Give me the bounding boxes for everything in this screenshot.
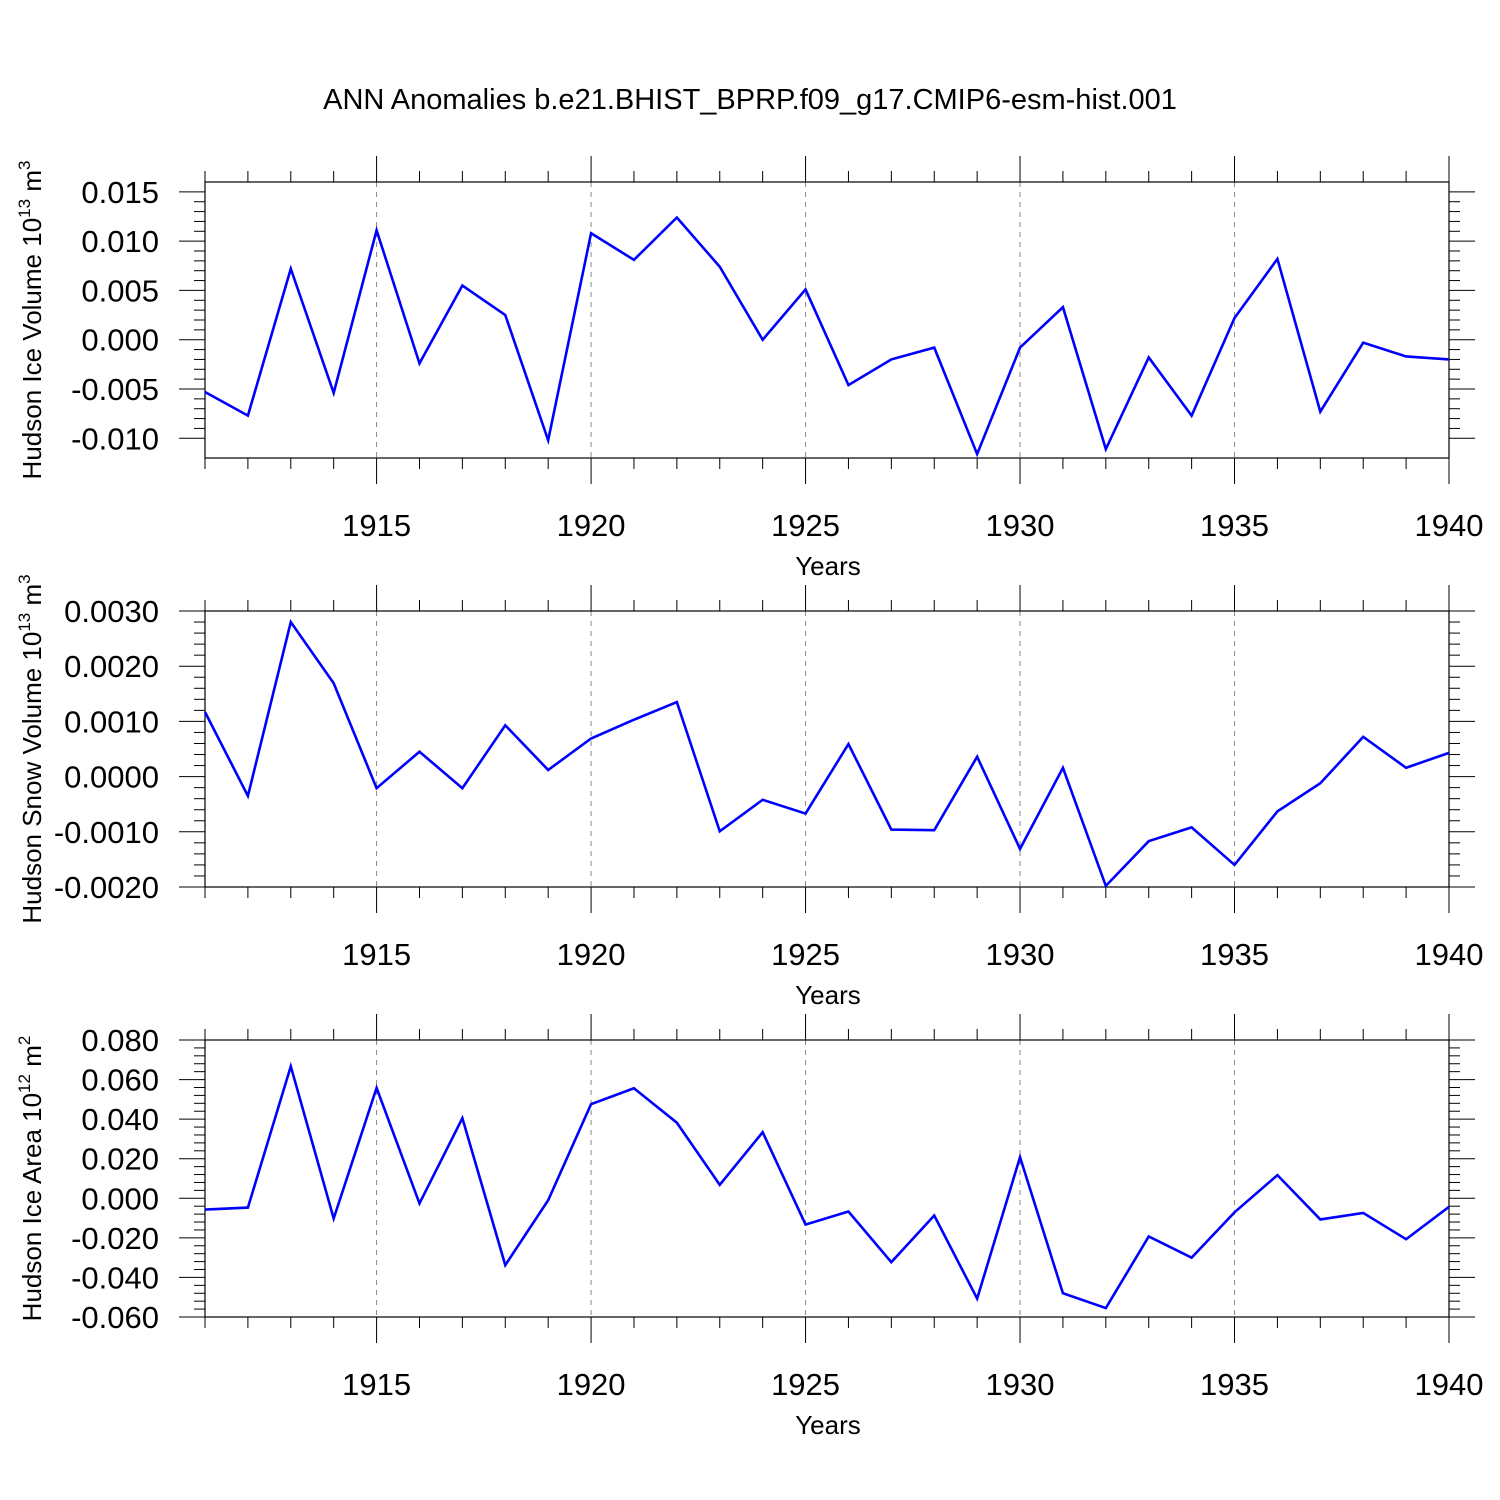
y-tick-label: 0.060 [81, 1063, 159, 1098]
y-tick-label: 0.0000 [64, 760, 159, 795]
y-tick-label: 0.005 [81, 273, 159, 308]
y-tick-label: 0.010 [81, 224, 159, 259]
x-tick-label: 1915 [342, 1367, 411, 1402]
y-tick-label: -0.0010 [54, 815, 159, 850]
y-axis-label: Hudson Snow Volume 1013 m3 [15, 574, 47, 923]
y-tick-label: 0.080 [81, 1023, 159, 1058]
y-tick-label: -0.0020 [54, 870, 159, 905]
x-tick-label: 1935 [1200, 937, 1269, 972]
chart-panel-3: 0.080 0.060 0.040 0.020 0.000 -0.020 -0.040 -0.… [15, 1014, 1483, 1440]
x-tick-label: 1920 [557, 1367, 626, 1402]
x-tick-label: 1915 [342, 508, 411, 543]
y-tick-label: 0.040 [81, 1102, 159, 1137]
x-tick-label: 1930 [986, 1367, 1055, 1402]
x-tick-label: 1930 [986, 937, 1055, 972]
x-axis-label: Years [795, 551, 861, 581]
x-tick-label: 1925 [771, 1367, 840, 1402]
y-axis-label: Hudson Ice Volume 1013 m3 [15, 161, 47, 480]
y-tick-label: 0.000 [81, 323, 159, 358]
y-tick-label: 0.000 [81, 1181, 159, 1216]
x-tick-label: 1915 [342, 937, 411, 972]
x-tick-label: 1935 [1200, 1367, 1269, 1402]
y-tick-label: -0.040 [71, 1260, 159, 1295]
y-axis-label: Hudson Ice Area 1012 m2 [15, 1036, 47, 1322]
chart-title: ANN Anomalies b.e21.BHIST_BPRP.f09_g17.C… [323, 84, 1177, 116]
x-tick-label: 1925 [771, 508, 840, 543]
x-axis-label: Years [795, 1410, 861, 1440]
plot-frame [204, 610, 1450, 888]
x-tick-label: 1920 [557, 937, 626, 972]
chart-panel-1: 0.015 0.010 0.005 0.000 -0.005 -0.010 1915 1920… [15, 156, 1483, 581]
x-tick-label: 1935 [1200, 508, 1269, 543]
y-tick-label: -0.005 [71, 372, 159, 407]
x-tick-label: 1925 [771, 937, 840, 972]
plot-frame [204, 181, 1450, 459]
x-tick-label: 1940 [1415, 937, 1484, 972]
y-tick-label: 0.015 [81, 175, 159, 210]
x-tick-label: 1940 [1415, 1367, 1484, 1402]
x-tick-label: 1940 [1415, 508, 1484, 543]
plot-frame [204, 1039, 1450, 1318]
y-tick-label: 0.0010 [64, 704, 159, 739]
series-line [204, 1061, 1450, 1310]
y-tick-label: 0.020 [81, 1142, 159, 1177]
y-tick-label: 0.0020 [64, 649, 159, 684]
x-axis-label: Years [795, 980, 861, 1010]
y-tick-label: 0.0030 [64, 594, 159, 629]
y-tick-label: -0.010 [71, 421, 159, 456]
chart-panel-2: 0.0030 0.0020 0.0010 0.0000 -0.0010 -0.0020 19… [15, 574, 1483, 1010]
x-tick-label: 1920 [557, 508, 626, 543]
series-line [204, 215, 1450, 458]
y-tick-label: -0.020 [71, 1221, 159, 1256]
x-tick-label: 1930 [986, 508, 1055, 543]
series-line [203, 618, 1450, 889]
y-tick-label: -0.060 [71, 1300, 159, 1335]
